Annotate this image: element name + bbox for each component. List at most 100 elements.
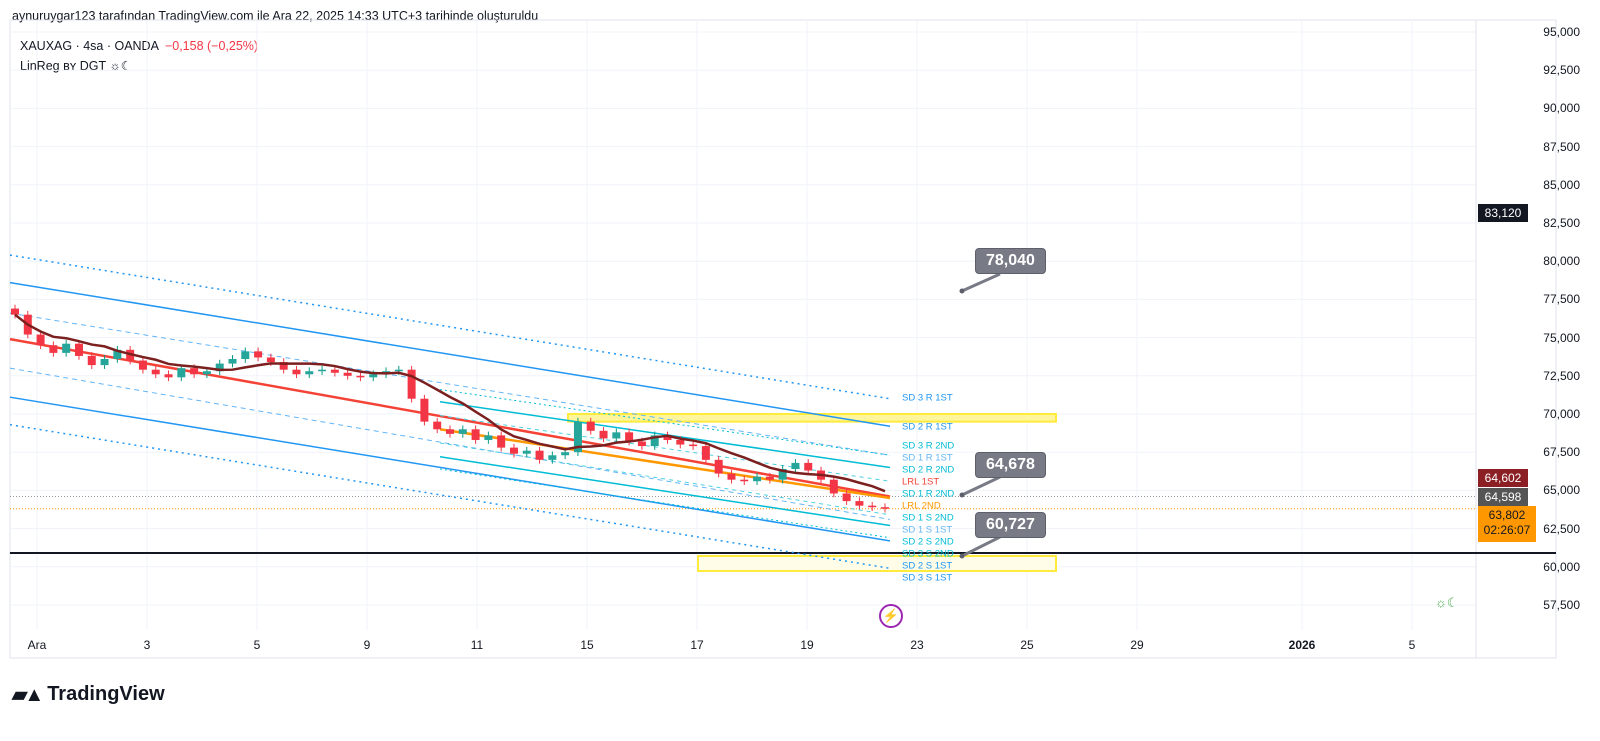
price-axis-label: 65,000 bbox=[1543, 483, 1580, 498]
price-axis-label: 80,000 bbox=[1543, 254, 1580, 269]
candle-body bbox=[420, 398, 429, 422]
candle-body bbox=[74, 343, 83, 356]
settings-icon[interactable]: ☼☾ bbox=[1435, 595, 1459, 610]
bar-countdown: 02:26:07 bbox=[1483, 523, 1531, 537]
candle-body bbox=[701, 446, 710, 460]
candle-body bbox=[202, 371, 211, 375]
candle-body bbox=[586, 421, 595, 431]
tv-logo-icon: ▰▲ bbox=[12, 684, 44, 706]
candle-body bbox=[228, 358, 237, 364]
regression-line-label: SD 2 R 2ND bbox=[902, 464, 955, 476]
candle-body bbox=[151, 369, 160, 375]
regression-line-sd3-s-2nd bbox=[439, 468, 891, 539]
price-axis-label: 70,000 bbox=[1543, 407, 1580, 421]
time-axis-label: 29 bbox=[1130, 638, 1144, 652]
candle-body bbox=[509, 447, 518, 454]
tradingview-logo[interactable]: ▰▲ TradingView bbox=[12, 682, 165, 707]
candle-body bbox=[548, 455, 557, 460]
price-axis-label: 75,000 bbox=[1543, 330, 1580, 345]
time-axis-label: 17 bbox=[690, 638, 704, 652]
candle-body bbox=[190, 368, 199, 375]
candle-body bbox=[49, 345, 58, 353]
callout-64678[interactable]: 64,678 bbox=[975, 452, 1046, 478]
symbol-legend[interactable]: XAUXAG · 4sa · OANDA −0,158 (−0,25%) bbox=[20, 39, 258, 53]
regression-line-sd1-r-1st bbox=[9, 312, 891, 456]
regression-line-sd3-s-1st bbox=[9, 423, 891, 570]
regression-line-sd3-r-1st bbox=[9, 254, 891, 400]
price-axis-label: 92,500 bbox=[1543, 63, 1580, 78]
candle-body bbox=[765, 476, 774, 480]
time-axis-label: 19 bbox=[800, 638, 814, 652]
time-axis-label: 23 bbox=[910, 638, 924, 652]
regression-line-label: SD 3 S 1ST bbox=[902, 572, 953, 584]
candle-body bbox=[881, 507, 889, 509]
time-axis-label: 25 bbox=[1020, 638, 1034, 652]
regression-line-lrl-1st bbox=[9, 337, 891, 498]
price-axis-label: 77,500 bbox=[1543, 292, 1580, 307]
candle-body bbox=[484, 435, 493, 440]
candle-body bbox=[561, 452, 570, 456]
regression-line-sd3-r-2nd bbox=[439, 389, 891, 456]
candle-body bbox=[612, 432, 621, 439]
time-axis-label: 9 bbox=[363, 638, 371, 652]
candle-body bbox=[663, 435, 672, 440]
candle-body bbox=[254, 351, 263, 358]
candle-body bbox=[407, 369, 416, 399]
regression-line-label: LRL 1ST bbox=[902, 476, 940, 488]
candle-body bbox=[855, 501, 864, 506]
candle-body bbox=[573, 421, 582, 453]
regression-line-label: SD 3 R 1ST bbox=[902, 392, 953, 404]
candle-body bbox=[394, 369, 403, 372]
regression-line-sd2-r-2nd bbox=[439, 401, 891, 469]
regression-line-label: SD 1 S 1ST bbox=[902, 524, 953, 536]
regression-line-label: SD 2 R 1ST bbox=[902, 421, 953, 433]
callout-60727[interactable]: 60,727 bbox=[975, 512, 1046, 538]
candle-body bbox=[36, 334, 45, 346]
regression-line-label: SD 2 S 2ND bbox=[902, 536, 954, 548]
indicator-legend[interactable]: LinReg ʙʏ DGT ☼☾ bbox=[20, 59, 132, 73]
price-axis-label: 67,500 bbox=[1543, 445, 1580, 460]
candle-body bbox=[279, 362, 288, 370]
symbol-label: XAUXAG · 4sa · OANDA bbox=[20, 39, 159, 53]
candle-body bbox=[868, 505, 877, 508]
candle-body bbox=[650, 435, 659, 447]
time-axis-label: 2026 bbox=[1288, 638, 1316, 652]
time-axis-label: Ara bbox=[27, 638, 47, 652]
candle-body bbox=[791, 462, 800, 470]
alert-flash-icon[interactable]: ⚡ bbox=[879, 604, 903, 628]
time-axis-label: 5 bbox=[253, 638, 261, 652]
candle-body bbox=[292, 369, 301, 375]
regression-line-label: SD 1 S 2ND bbox=[902, 512, 954, 524]
candle-body bbox=[714, 459, 723, 474]
price-axis-label: 60,000 bbox=[1543, 559, 1580, 574]
regression-line-sd2-r-1st bbox=[9, 281, 891, 427]
candle-body bbox=[164, 374, 173, 378]
callout-78040[interactable]: 78,040 bbox=[975, 248, 1046, 274]
regression-line-label: SD 1 R 1ST bbox=[902, 452, 953, 464]
candle-body bbox=[804, 462, 813, 471]
price-axis-label: 62,500 bbox=[1543, 521, 1580, 536]
price-axis-label: 82,500 bbox=[1543, 216, 1580, 230]
candle-body bbox=[266, 357, 275, 363]
candle-body bbox=[11, 308, 19, 315]
candle-body bbox=[215, 363, 224, 372]
candle-body bbox=[87, 355, 96, 366]
time-axis-label: 3 bbox=[143, 638, 151, 652]
price-tag-a: 64,602 bbox=[1478, 469, 1528, 487]
candle-body bbox=[535, 450, 544, 460]
candle-body bbox=[177, 368, 186, 378]
regression-line-label: LRL 2ND bbox=[902, 500, 941, 512]
candle-body bbox=[625, 432, 634, 442]
last-price: 63,802 bbox=[1488, 508, 1526, 522]
callout-anchor bbox=[959, 492, 965, 498]
regression-line-label: SD 1 R 2ND bbox=[902, 488, 955, 500]
candle-body bbox=[753, 476, 762, 482]
time-axis-label: 5 bbox=[1408, 638, 1416, 652]
candle-body bbox=[727, 473, 736, 480]
candle-body bbox=[343, 372, 352, 376]
callout-pointer bbox=[961, 535, 1001, 558]
callout-pointer bbox=[961, 272, 1001, 293]
candle-body bbox=[241, 351, 250, 359]
regression-line-label: SD 3 R 2ND bbox=[902, 440, 955, 452]
